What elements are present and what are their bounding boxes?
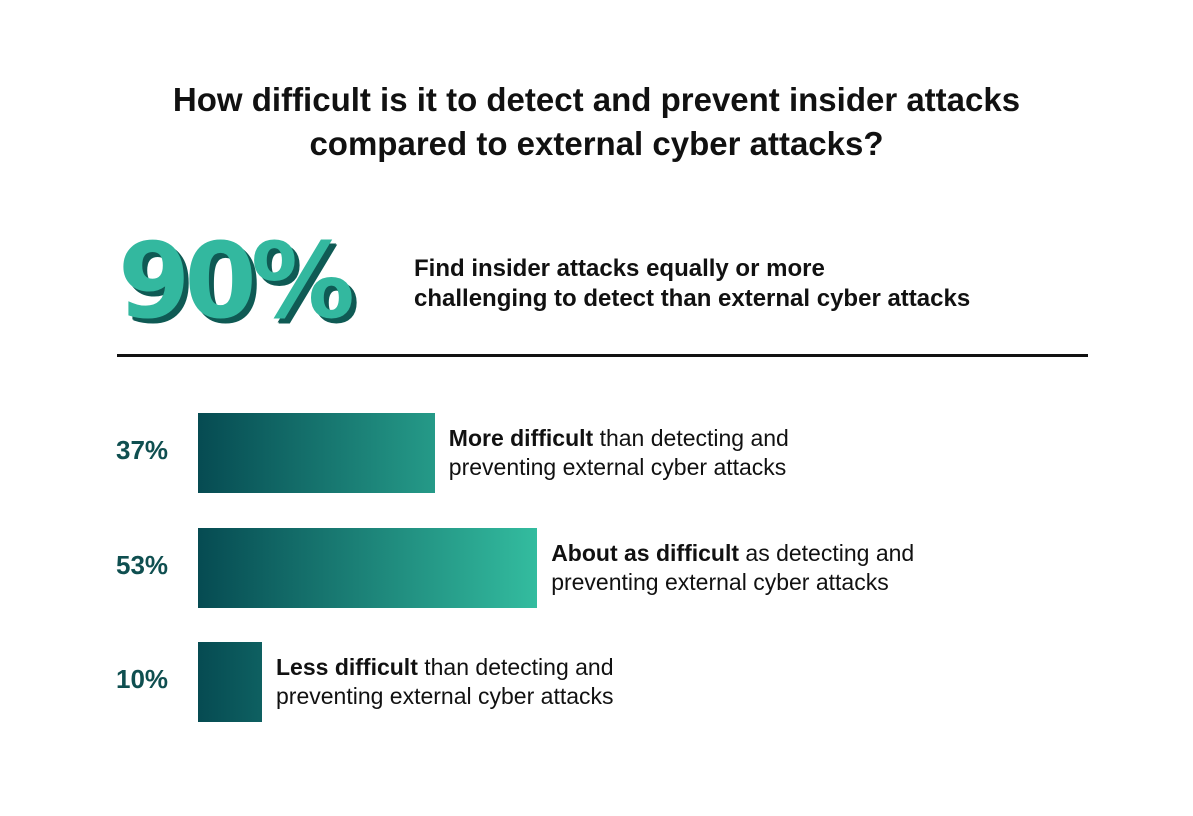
bar-category-label: Less difficult [276,654,418,680]
bar-more-difficult [198,413,435,493]
title-line-1: How difficult is it to detect and preven… [172,81,1021,118]
bar-description-line-1: About as difficult as detecting and [551,540,915,566]
bar-description-line-2: preventing external cyber attacks [448,454,787,480]
bar-value-label: 10% [116,664,169,694]
headline-desc-line-2: challenging to detect than external cybe… [414,285,971,312]
bar-category-label: About as difficult [551,540,740,566]
bar-value-label: 53% [116,550,169,580]
divider-line [117,354,1088,357]
bar-value-label: 37% [116,435,169,465]
bar-description: About as difficult as detecting and preve… [551,539,914,597]
headline-stat-value: 90% [118,220,355,342]
chart-title: How difficult is it to detect and preven… [0,78,1193,166]
bar-description-line-2: preventing external cyber attacks [276,683,614,709]
headline-stat-description: Find insider attacks equally or more cha… [414,254,1114,314]
bar-about-as-difficult [198,528,538,608]
title-line-2: compared to external cyber attacks? [309,125,884,162]
bar-description: Less difficult than detecting and prevent… [276,653,614,711]
bar-category-label: More difficult [448,425,594,451]
bar-description-line-1: Less difficult than detecting and [276,654,614,680]
headline-desc-line-1: Find insider attacks equally or more [414,255,825,282]
bar-description: More difficult than detecting and prevent… [449,424,789,482]
bar-less-difficult [198,642,262,722]
bar-description-line-1: More difficult than detecting and [448,425,789,451]
bar-description-line-2: preventing external cyber attacks [551,569,889,595]
